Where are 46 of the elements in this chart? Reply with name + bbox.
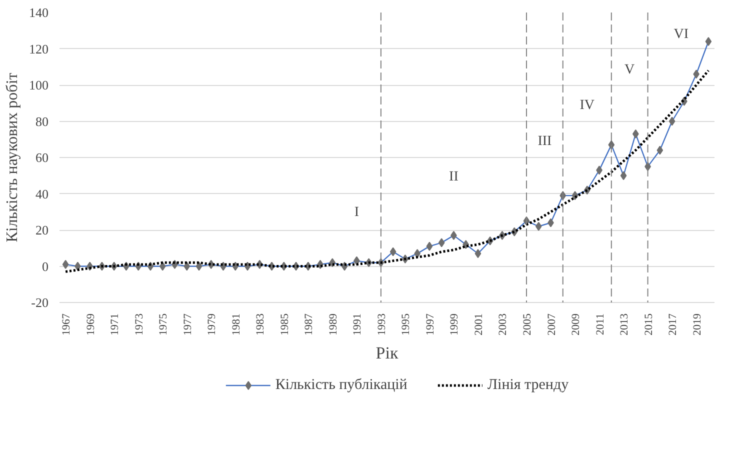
x-tick-label: 2007 xyxy=(546,313,558,336)
y-tick-label: 60 xyxy=(36,150,48,165)
x-tick-label: 1967 xyxy=(60,313,73,336)
x-tick-label: 1977 xyxy=(182,313,194,336)
y-tick-label: 20 xyxy=(36,222,48,238)
x-tick-label: 1991 xyxy=(352,314,364,336)
x-tick-label: 1969 xyxy=(84,313,97,336)
x-tick-label: 1979 xyxy=(206,313,218,336)
x-tick-label: 2017 xyxy=(667,313,680,336)
x-tick-label: 1973 xyxy=(133,313,146,336)
x-axis-title: Рік xyxy=(376,344,399,362)
x-tick-label: 1989 xyxy=(327,313,340,336)
x-tick-label: 1981 xyxy=(230,314,242,336)
x-tick-label: 1985 xyxy=(278,313,291,336)
legend-label: Кількість публікацій xyxy=(275,376,408,394)
annotation: I xyxy=(354,205,360,220)
x-tick-label: 1971 xyxy=(109,314,122,336)
x-tick-label: 2013 xyxy=(618,313,631,336)
x-tick-label: 1983 xyxy=(254,313,267,336)
x-tick-label: 1987 xyxy=(303,313,316,336)
x-tick-label: 2009 xyxy=(570,313,582,336)
y-tick-label: 120 xyxy=(29,41,48,56)
annotation: III xyxy=(538,134,552,149)
x-tick-label: 2015 xyxy=(642,313,655,336)
y-tick-label: 0 xyxy=(42,258,48,274)
x-tick-label: 1999 xyxy=(448,313,461,336)
annotation: VI xyxy=(674,26,689,42)
x-tick-label: 1975 xyxy=(158,313,170,336)
y-tick-label: 100 xyxy=(29,78,48,92)
y-axis-title: Кількість наукових робіт xyxy=(4,72,21,242)
legend-label: Лінія тренду xyxy=(487,376,569,394)
x-tick-label: 1997 xyxy=(424,313,436,336)
y-tick-label: 40 xyxy=(36,186,48,202)
annotation: IV xyxy=(580,98,595,114)
y-tick-label: 80 xyxy=(36,114,48,129)
y-tick-label: -20 xyxy=(31,295,49,310)
x-tick-label: 2005 xyxy=(521,313,534,336)
x-tick-label: 2011 xyxy=(594,314,606,336)
x-tick-label: 2001 xyxy=(472,314,485,336)
y-tick-label: 140 xyxy=(29,5,48,20)
annotation: V xyxy=(624,62,635,78)
annotation: II xyxy=(449,169,459,184)
x-tick-label: 2019 xyxy=(691,313,704,336)
x-tick-label: 1995 xyxy=(400,313,412,336)
x-tick-label: 2003 xyxy=(497,313,510,336)
x-tick-label: 1993 xyxy=(376,313,388,336)
